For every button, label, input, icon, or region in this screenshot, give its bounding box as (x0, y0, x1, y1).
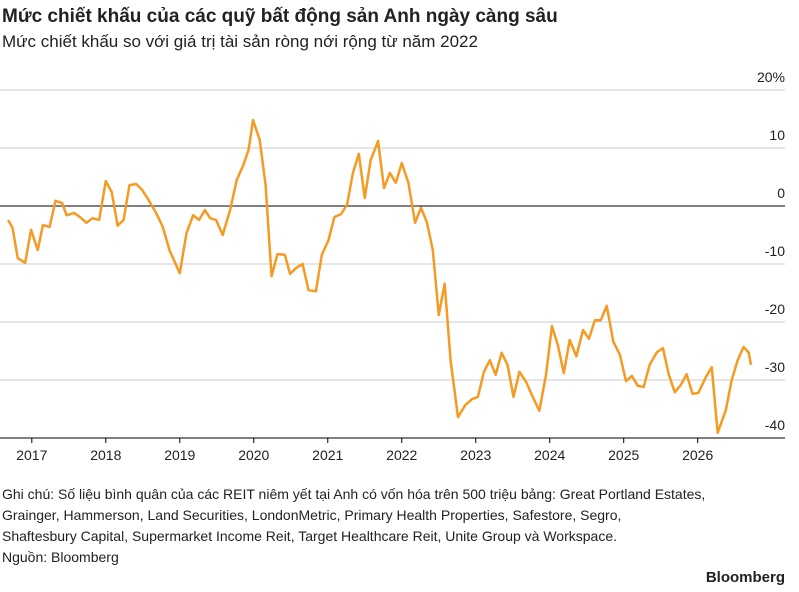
y-tick-label: -20 (765, 301, 785, 317)
x-tick-label: 2024 (534, 447, 565, 463)
y-tick-label: 10 (769, 127, 785, 143)
x-tick-label: 2018 (90, 447, 121, 463)
source: Nguồn: Bloomberg (2, 549, 119, 565)
note: Ghi chú: Số liệu bình quân của các REIT … (2, 486, 705, 502)
x-tick-label: 2026 (682, 447, 713, 463)
chart-title: Mức chiết khấu của các quỹ bất động sản … (2, 6, 558, 27)
chart-subtitle: Mức chiết khấu so với giá trị tài sản rò… (2, 32, 478, 51)
y-tick-label: -10 (765, 243, 785, 259)
x-tick-label: 2020 (238, 447, 269, 463)
x-tick-label: 2025 (608, 447, 639, 463)
note: Grainger, Hammerson, Land Securities, Lo… (2, 507, 621, 523)
data-line (7, 118, 753, 435)
y-tick-label: -30 (765, 359, 785, 375)
x-tick-label: 2023 (460, 447, 491, 463)
x-tick-label: 2021 (312, 447, 343, 463)
x-tick-label: 2017 (16, 447, 47, 463)
note: Shaftesbury Capital, Supermarket Income … (2, 528, 617, 544)
x-tick-label: 2019 (164, 447, 195, 463)
y-tick-label: 20% (757, 69, 785, 85)
x-tick-label: 2022 (386, 447, 417, 463)
brand: Bloomberg (706, 569, 785, 586)
y-tick-label: -40 (765, 417, 785, 433)
y-tick-label: 0 (777, 185, 785, 201)
